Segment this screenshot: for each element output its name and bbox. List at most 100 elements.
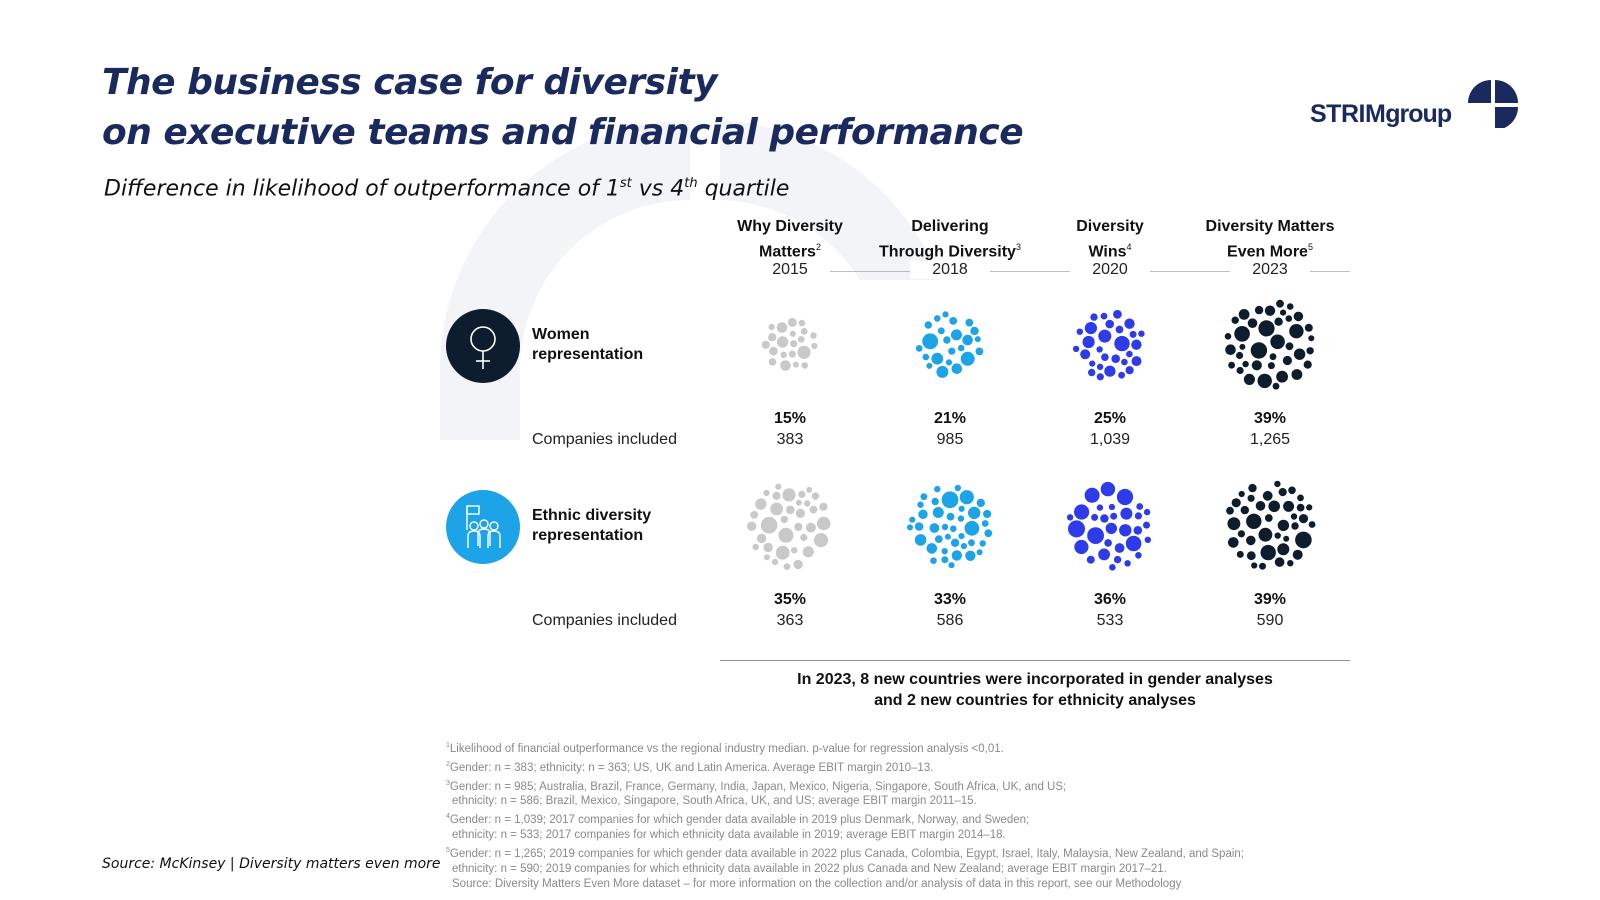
bubble <box>768 323 775 331</box>
column-title-2020: Diversity Wins4 <box>1076 218 1144 261</box>
bubble <box>819 502 828 511</box>
bubble <box>1096 504 1104 511</box>
bubble <box>747 521 757 531</box>
bubble <box>1089 360 1096 367</box>
column-year-2023: 2023 <box>1230 261 1310 279</box>
bubble <box>1224 333 1232 340</box>
bubble <box>922 333 939 350</box>
bubble <box>960 543 968 550</box>
note-divider <box>720 660 1350 661</box>
bubble <box>1100 481 1116 497</box>
bubble <box>801 362 808 369</box>
bubble <box>771 558 779 566</box>
bubble <box>964 520 980 536</box>
note-text: In 2023, 8 new countries were incorporat… <box>797 671 1273 709</box>
bubble <box>1270 334 1285 350</box>
companies-count: 363 <box>776 612 804 629</box>
bubble <box>1243 373 1255 385</box>
bubble <box>1114 543 1125 553</box>
value-label: 39% <box>1253 591 1287 608</box>
bubble <box>783 563 791 570</box>
bubble <box>951 363 963 375</box>
companies-count: 383 <box>776 431 804 448</box>
bubble <box>1291 522 1299 530</box>
ethnic-diversity-icon <box>446 490 520 564</box>
bubble <box>976 549 983 556</box>
companies-included-label-women: Companies included <box>532 431 677 448</box>
bubble <box>1066 514 1074 521</box>
bubble <box>962 334 973 346</box>
bubble <box>1280 309 1287 316</box>
bubble <box>1228 361 1235 369</box>
bubble <box>1251 360 1262 371</box>
bubble <box>941 548 948 555</box>
bubble <box>768 333 777 342</box>
bubble-cluster <box>761 317 818 371</box>
bubble <box>915 345 923 352</box>
bubble <box>1143 521 1150 529</box>
bubble-cluster <box>907 484 993 569</box>
bubble <box>983 509 992 519</box>
bubble-cluster <box>1072 309 1145 381</box>
bubble <box>1257 373 1272 389</box>
bubble <box>1138 330 1145 337</box>
bubble <box>789 330 796 337</box>
bubble <box>1109 564 1116 571</box>
bubble <box>976 498 985 508</box>
bubble <box>924 321 932 329</box>
bubble <box>960 351 975 366</box>
bubble <box>761 340 770 349</box>
bubble <box>1133 526 1143 535</box>
bubble <box>805 522 816 533</box>
bubble <box>1272 382 1280 390</box>
column-title-2018: Delivering Through Diversity3 <box>879 218 1021 261</box>
bubble <box>965 550 976 561</box>
bubble <box>1250 342 1268 359</box>
bubble <box>1276 299 1284 308</box>
logo-quadrant-icon <box>1468 80 1518 128</box>
bubble <box>951 329 962 341</box>
bubble <box>810 332 817 339</box>
bubble <box>806 486 813 493</box>
bubble <box>1247 494 1255 502</box>
bubble <box>1101 353 1109 362</box>
bubble <box>1282 355 1292 366</box>
bubble <box>1119 524 1132 537</box>
bubble <box>1289 324 1304 339</box>
bubble <box>974 336 981 343</box>
value-label: 39% <box>1253 410 1287 427</box>
column-year-2015: 2015 <box>750 261 830 279</box>
bubble <box>975 347 984 356</box>
bubble <box>1072 345 1080 353</box>
footnote-4-cont: ethnicity: n = 533; 2017 companies for w… <box>452 829 1006 842</box>
bubble <box>791 547 798 554</box>
bubble <box>1135 552 1142 559</box>
bubble <box>1238 490 1245 498</box>
bubble <box>944 533 951 540</box>
bubble <box>1259 562 1266 570</box>
bubble <box>1113 555 1122 564</box>
column-year-2018: 2018 <box>910 261 990 279</box>
bubble <box>1255 501 1266 511</box>
bubble <box>917 501 924 508</box>
bubble <box>1308 521 1316 528</box>
bubble <box>1251 562 1258 569</box>
bubble <box>1087 527 1104 544</box>
bubble <box>1254 305 1264 315</box>
bubble <box>936 365 949 378</box>
bubble <box>1118 371 1125 379</box>
footnote-3-cont: ethnicity: n = 586; Brazil, Mexico, Sing… <box>452 795 977 808</box>
bubble <box>949 317 958 325</box>
bubble <box>1246 513 1262 529</box>
bubble <box>1292 549 1303 560</box>
bubble <box>798 490 806 498</box>
bubble <box>1260 544 1276 561</box>
bubble <box>1288 486 1296 495</box>
bubble <box>1258 527 1273 542</box>
bubble <box>1236 366 1244 375</box>
bubble <box>775 545 790 560</box>
companies-count: 586 <box>936 612 964 629</box>
bubble <box>769 346 778 356</box>
bubble-cluster <box>1226 480 1316 570</box>
bubble <box>809 505 818 514</box>
